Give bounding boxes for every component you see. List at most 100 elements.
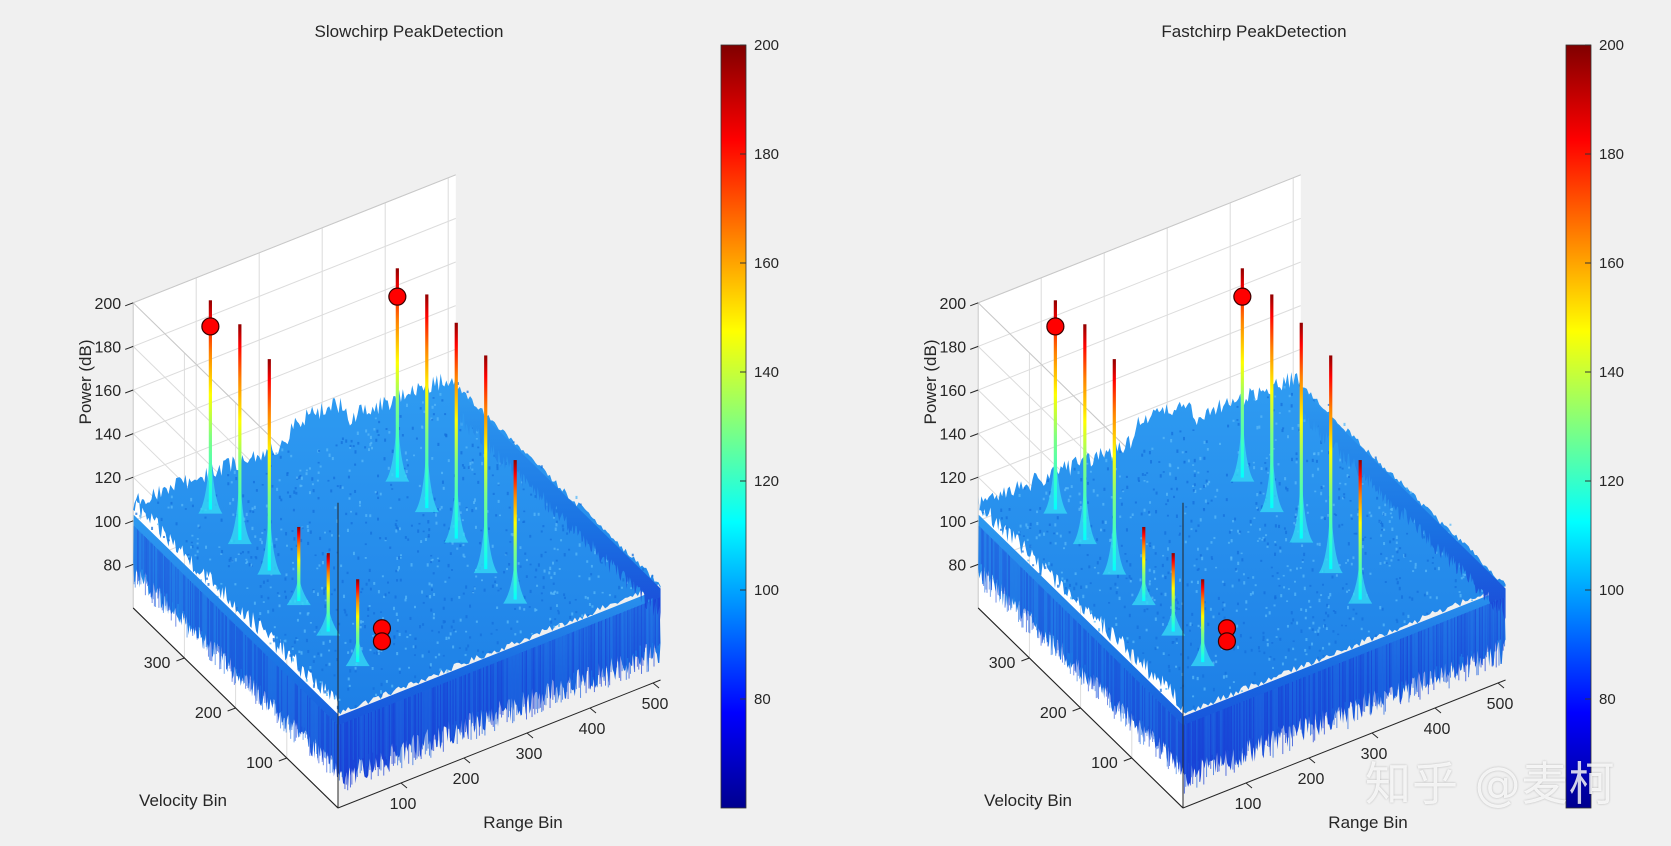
noise-surface [133, 373, 661, 791]
surface-top [978, 372, 1506, 717]
slowchirp-panel: Slowchirp PeakDetection 80 100 120 140 160 18… [76, 22, 779, 832]
colorbar-tick-label: 120 [754, 473, 779, 490]
x-tick-labels: 100 200 300 400 500 [390, 696, 669, 813]
colorbar-tick-label: 140 [754, 364, 779, 381]
surface-top [133, 373, 661, 717]
detection-marker [1233, 287, 1252, 306]
z-tick-label: 80 [948, 557, 966, 574]
peak-spikes [1043, 268, 1373, 667]
fastchirp-panel: Fastchirp PeakDetection 80 100 120 140 160 18… [921, 22, 1624, 832]
colorbar-tick-label: 100 [754, 582, 779, 599]
z-tick-label: 100 [94, 514, 121, 531]
x-tick-label: 300 [1361, 746, 1388, 763]
peak-spike [1348, 460, 1373, 604]
x-tick-label: 400 [579, 721, 606, 738]
y-tick-label: 200 [1040, 705, 1067, 722]
x-tick-label: 200 [453, 771, 480, 788]
colorbar-tick-label: 180 [754, 146, 779, 163]
peak-spike [286, 526, 311, 606]
surface-right-face [1300, 388, 1506, 622]
x-tick-label: 400 [1424, 721, 1451, 738]
z-tick-labels: 80 100 120 140 160 180 200 [939, 296, 966, 575]
peak-spike [1318, 355, 1343, 574]
x-axis-label: Range Bin [1328, 813, 1407, 832]
z-tick-label: 180 [94, 339, 121, 356]
peak-spike [503, 460, 528, 604]
colorbar-tick-label: 200 [1599, 37, 1624, 54]
x-tick-label: 500 [642, 696, 669, 713]
z-tick-label: 120 [939, 470, 966, 487]
plot-area: 80 100 120 140 160 180 200 100 200 300 100 200 300 40… [939, 174, 1514, 813]
peak-spike [1289, 322, 1314, 543]
peak-spike [227, 324, 252, 545]
z-tick-labels: 80 100 120 140 160 180 200 [94, 296, 121, 575]
z-tick-label: 160 [939, 383, 966, 400]
z-tick-label: 140 [94, 427, 121, 444]
peak-spike [257, 359, 282, 575]
z-tick-label: 100 [939, 514, 966, 531]
peak-spikes [198, 268, 528, 667]
z-axis-label: Power (dB) [921, 339, 940, 424]
detections [1046, 287, 1252, 651]
axes [125, 302, 661, 809]
surface-right-face [455, 388, 661, 620]
peak-spike [1161, 553, 1186, 636]
detection-marker [372, 632, 392, 651]
peak-spike [444, 322, 469, 543]
peak-spike [414, 294, 439, 513]
colorbar-tick-label: 180 [1599, 146, 1624, 163]
watermark-text: 知乎 @麦柯 [1365, 757, 1616, 811]
z-tick-label: 80 [103, 557, 121, 574]
peak-spike [1190, 579, 1215, 667]
peak-spike [473, 355, 498, 574]
peak-spike [316, 553, 341, 636]
surface-front-face [338, 588, 661, 787]
x-tick-label: 300 [516, 746, 543, 763]
plot-area: 80 100 120 140 160 180 200 100 200 300 100 200 300 40… [94, 174, 669, 813]
detection-marker [1217, 632, 1237, 651]
z-tick-label: 140 [939, 427, 966, 444]
x-tick-label: 100 [1235, 796, 1262, 813]
noise-surface [978, 372, 1506, 794]
peak-spike [385, 268, 410, 482]
z-axis-label: Power (dB) [76, 339, 95, 424]
detection-marker [1046, 317, 1065, 336]
y-tick-labels: 100 200 300 [144, 655, 273, 772]
colorbar: 80 100 120 140 160 180 200 [1565, 37, 1624, 809]
peak-spike [1072, 324, 1097, 545]
x-tick-label: 100 [390, 796, 417, 813]
y-tick-label: 300 [144, 655, 171, 672]
y-axis-label: Velocity Bin [984, 791, 1072, 810]
colorbar-gradient [720, 44, 747, 809]
peak-spike [345, 579, 370, 667]
y-tick-labels: 100 200 300 [989, 655, 1118, 772]
x-axis-label: Range Bin [483, 813, 562, 832]
x-tick-labels: 100 200 300 400 500 [1235, 696, 1514, 813]
colorbar-tick-label: 80 [754, 691, 771, 708]
z-tick-label: 200 [94, 296, 121, 313]
colorbar-tick-label: 160 [1599, 255, 1624, 272]
colorbar-tick-label: 140 [1599, 364, 1624, 381]
surface-streaks [133, 526, 661, 791]
colorbar-tick-label: 80 [1599, 691, 1616, 708]
surface-streaks [978, 526, 1506, 794]
z-tick-label: 160 [94, 383, 121, 400]
y-tick-label: 300 [989, 655, 1016, 672]
axes [970, 302, 1506, 809]
peak-spike [1131, 526, 1156, 606]
peak-spike [1259, 294, 1284, 513]
detections [201, 287, 407, 651]
colorbar-tick-label: 100 [1599, 582, 1624, 599]
colorbar-tick-label: 120 [1599, 473, 1624, 490]
colorbar-gradient [1565, 44, 1592, 809]
chart-title: Fastchirp PeakDetection [1161, 22, 1346, 41]
colorbar: 80 100 120 140 160 180 200 [720, 37, 779, 809]
peak-spike [1230, 268, 1255, 482]
x-tick-label: 200 [1298, 771, 1325, 788]
y-tick-label: 100 [246, 755, 273, 772]
peak-spike [1102, 359, 1127, 575]
z-tick-label: 200 [939, 296, 966, 313]
y-axis-label: Velocity Bin [139, 791, 227, 810]
z-tick-label: 180 [939, 339, 966, 356]
